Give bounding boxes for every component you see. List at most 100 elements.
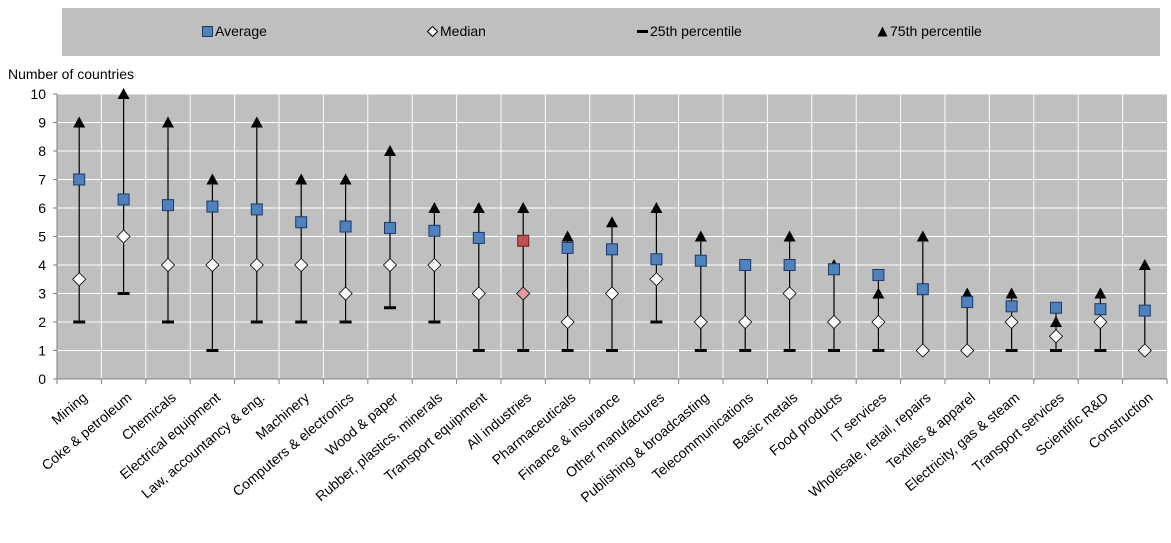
median-marker — [294, 257, 309, 273]
p75-marker — [339, 173, 352, 185]
median-marker — [471, 286, 486, 301]
p25-marker — [650, 320, 663, 324]
median-marker — [382, 257, 398, 273]
median-marker — [826, 314, 842, 330]
p75-marker — [916, 230, 929, 242]
p75-marker — [517, 202, 530, 213]
p75-marker — [872, 287, 885, 299]
legend-square-icon — [202, 26, 213, 37]
p75-marker — [250, 116, 263, 128]
p75-marker — [650, 202, 663, 213]
average-marker — [961, 296, 974, 309]
p75-marker — [428, 202, 441, 213]
average-marker — [739, 259, 752, 271]
p25-marker — [694, 349, 707, 352]
median-marker — [516, 286, 531, 301]
p25-marker — [783, 349, 796, 352]
p25-marker — [1050, 349, 1062, 352]
median-marker — [338, 286, 353, 301]
p75-marker — [384, 145, 396, 156]
legend-p75-label: 75th percentile — [890, 23, 982, 39]
y-tick-label: 2 — [38, 314, 46, 330]
average-marker — [250, 203, 263, 216]
p75-marker — [1138, 259, 1151, 270]
median-marker — [560, 314, 575, 330]
legend-median-label: Median — [440, 23, 486, 39]
legend-triangle-icon — [877, 26, 888, 37]
p75-marker — [783, 230, 796, 242]
median-marker — [738, 314, 753, 330]
p25-marker — [250, 320, 263, 324]
p25-marker — [339, 320, 352, 324]
p75-marker — [472, 202, 485, 213]
p25-marker — [206, 349, 219, 352]
average-marker — [650, 253, 663, 266]
y-tick-label: 4 — [38, 257, 46, 273]
p75-marker — [73, 116, 86, 128]
p75-marker — [1050, 316, 1062, 327]
average-marker — [295, 216, 308, 229]
average-marker — [117, 193, 130, 206]
average-marker — [472, 231, 485, 244]
legend-average: Average — [202, 23, 267, 39]
p25-marker — [73, 320, 86, 324]
p75-marker — [295, 173, 308, 185]
average-marker — [339, 220, 352, 233]
median-marker — [1137, 343, 1152, 358]
p25-marker — [1005, 349, 1018, 352]
legend-average-label: Average — [215, 23, 267, 39]
p25-marker — [295, 320, 308, 324]
p25-marker — [472, 349, 485, 352]
p25-marker — [872, 349, 885, 352]
average-marker — [828, 263, 840, 276]
average-marker — [206, 200, 219, 213]
legend-dash-icon — [637, 30, 648, 33]
y-tick-label: 7 — [38, 172, 46, 188]
average-marker — [606, 243, 618, 256]
median-marker — [72, 272, 87, 287]
average-marker — [561, 241, 574, 254]
average-marker — [428, 224, 441, 237]
median-marker — [1048, 329, 1064, 344]
legend-p25-label: 25th percentile — [650, 23, 742, 39]
p75-marker — [961, 287, 974, 299]
average-marker — [783, 259, 796, 271]
p75-marker — [117, 88, 130, 99]
p75-marker — [606, 216, 618, 228]
median-marker — [427, 257, 442, 273]
median-marker — [871, 314, 886, 330]
y-tick-label: 10 — [30, 86, 46, 102]
y-tick-label: 0 — [38, 371, 46, 387]
p25-marker — [739, 349, 752, 352]
y-tick-label: 3 — [38, 286, 46, 302]
p25-marker — [428, 320, 441, 324]
average-marker — [1005, 300, 1018, 313]
median-marker — [116, 229, 131, 244]
legend: Average Median 25th percentile 75th perc… — [62, 8, 1160, 56]
legend-p75: 75th percentile — [877, 23, 982, 39]
median-marker — [1004, 314, 1019, 330]
median-marker — [960, 343, 975, 358]
p25-marker — [561, 349, 574, 352]
p25-marker — [162, 320, 174, 324]
average-marker — [1050, 301, 1062, 314]
median-marker — [915, 343, 930, 358]
average-marker — [1138, 304, 1151, 317]
y-tick-label: 1 — [38, 343, 46, 359]
median-marker — [205, 257, 220, 273]
p25-marker — [828, 349, 840, 352]
y-tick-label: 6 — [38, 200, 46, 216]
average-marker — [162, 199, 174, 212]
median-marker — [782, 286, 797, 301]
p25-marker — [384, 306, 396, 310]
average-marker — [517, 234, 530, 247]
average-marker — [73, 173, 86, 186]
y-tick-label: 9 — [38, 115, 46, 131]
p75-marker — [162, 116, 174, 128]
average-marker — [1094, 303, 1107, 316]
average-marker — [872, 268, 885, 281]
y-tick-label: 8 — [38, 143, 46, 159]
p75-marker — [1005, 287, 1018, 299]
legend-p25: 25th percentile — [637, 23, 742, 39]
